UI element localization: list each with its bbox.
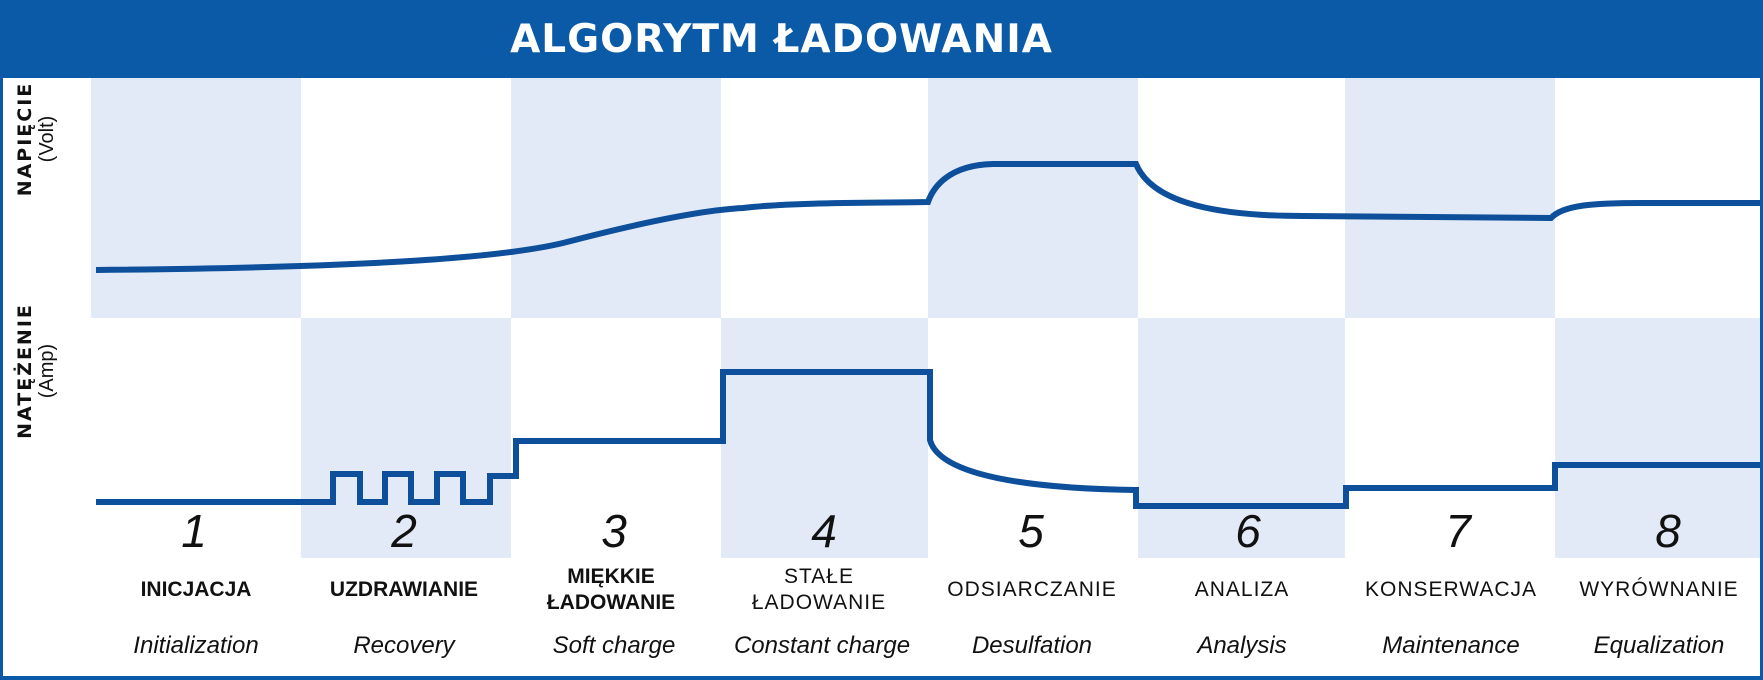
stage-label-pl: ANALIZA [1139,560,1345,620]
diagram-title: ALGORYTM ŁADOWANIA [510,16,1053,62]
stage-label-text: UZDRAWIANIE [329,578,479,601]
stage-label-pl: INICJACJA [93,560,299,620]
current-axis-label: NATĘŻENIE (Amp) [14,251,58,491]
voltage-curve [95,161,1760,273]
stage-label-pl: MIĘKKIE ŁADOWANIE [511,560,711,620]
stage-label-pl: STAŁE ŁADOWANIE [719,560,919,620]
stage-number: 7 [1445,505,1471,557]
stage-label-text: WYRÓWNANIE [1579,578,1739,601]
current-label: NATĘŻENIE [14,303,36,439]
grid-cell [91,78,301,318]
stage-label-text: INICJACJA [140,578,252,601]
voltage-label: NAPIĘCIE [14,81,36,197]
stage-label-en: Analysis [1197,632,1287,659]
stage-number: 5 [1018,505,1044,557]
voltage-axis-label: NAPIĘCIE (Volt) [14,19,58,259]
stage-number: 1 [181,505,207,557]
stage-label-pl: UZDRAWIANIE [301,560,507,620]
stage-label-en: Initialization [133,632,259,659]
stage-number: 8 [1655,505,1681,557]
stage-number: 2 [391,505,417,557]
voltage-unit: (Volt) [36,115,58,163]
stage-label-en: Desulfation [971,632,1093,659]
stage-label-en: Constant charge [733,632,911,659]
background-grid [91,78,1760,558]
stage-label-en: Maintenance [1382,632,1520,659]
stage-label-text: ODSIARCZANIE [947,578,1117,601]
current-curve [96,369,1760,509]
stage-label-pl: WYRÓWNANIE [1556,560,1762,620]
grid-cell [1345,78,1555,318]
stage-number: 3 [601,505,627,557]
grid-cell [1138,318,1345,558]
stage-label-en: Equalization [1593,632,1725,659]
stage-label-text: ANALIZA [1194,578,1290,601]
stage-label-pl: KONSERWACJA [1348,560,1554,620]
grid-cell [928,78,1138,318]
stage-label-pl: ODSIARCZANIE [929,560,1135,620]
current-unit: (Amp) [36,343,58,399]
stage-label-text: STAŁE ŁADOWANIE [751,565,887,614]
stage-label-text: KONSERWACJA [1364,578,1538,601]
chart-area [91,78,1760,558]
grid-cell [721,318,928,558]
grid-cell [1555,318,1760,558]
grid-cell [301,318,511,558]
stage-label-en: Soft charge [552,632,676,659]
stage-label-en: Recovery [353,632,455,659]
stage-number: 4 [811,505,837,557]
stage-label-text: MIĘKKIE ŁADOWANIE [546,565,676,614]
stage-number: 6 [1235,505,1261,557]
header-bar: ALGORYTM ŁADOWANIA [3,0,1760,78]
grid-cell [511,78,721,318]
